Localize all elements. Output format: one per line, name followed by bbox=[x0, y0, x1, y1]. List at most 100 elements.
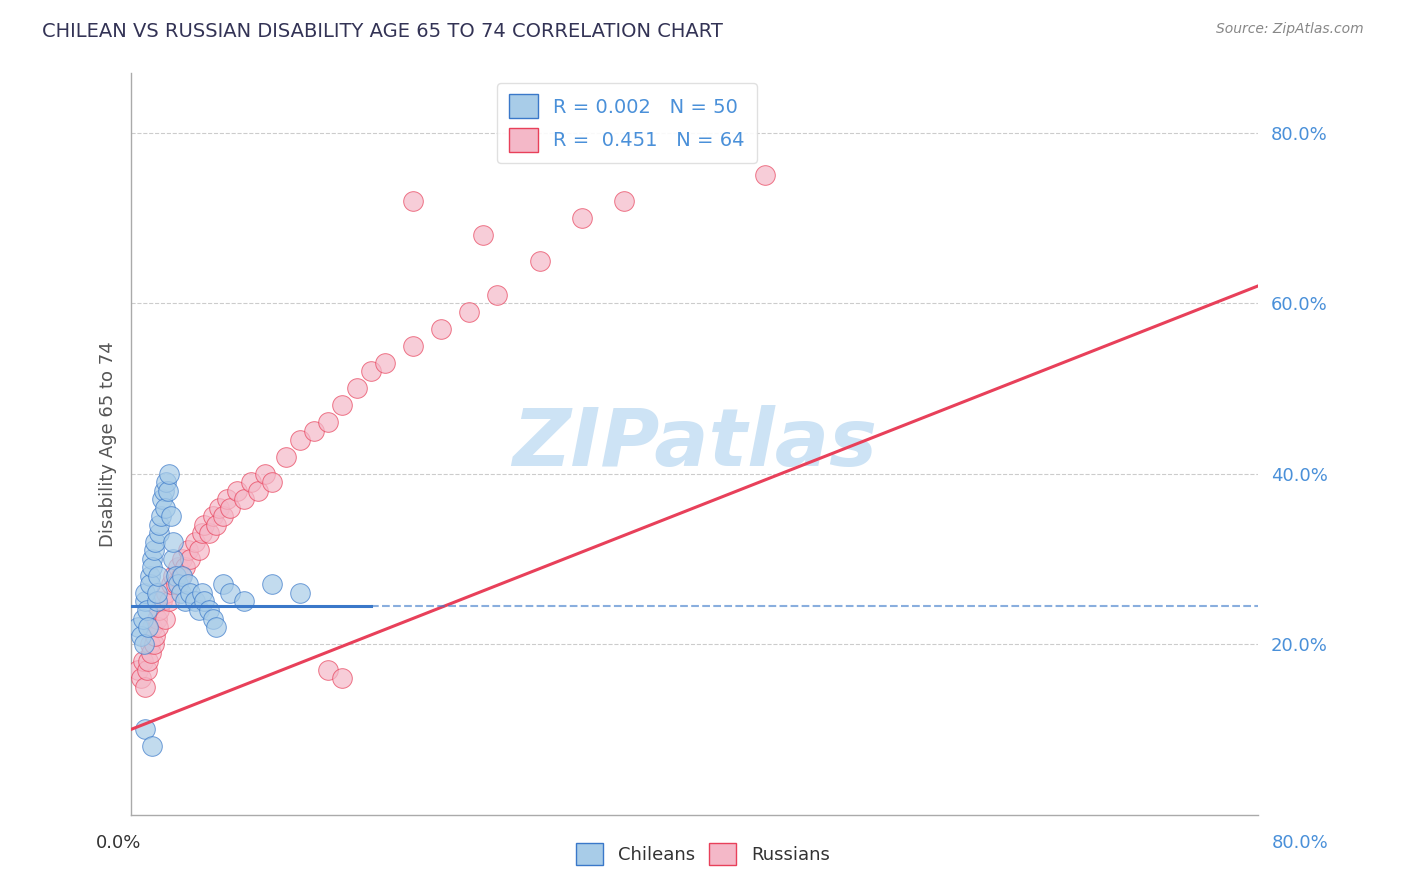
Point bbox=[146, 569, 169, 583]
Point bbox=[153, 611, 176, 625]
Point bbox=[187, 543, 209, 558]
Point bbox=[135, 663, 157, 677]
Point bbox=[165, 569, 187, 583]
Point bbox=[290, 586, 312, 600]
Point bbox=[190, 586, 212, 600]
Point bbox=[143, 629, 166, 643]
Point bbox=[211, 577, 233, 591]
Legend: Chileans, Russians: Chileans, Russians bbox=[569, 836, 837, 872]
Point bbox=[246, 483, 269, 498]
Point bbox=[218, 500, 240, 515]
Point bbox=[157, 594, 180, 608]
Point bbox=[142, 637, 165, 651]
Point bbox=[173, 560, 195, 574]
Point bbox=[260, 475, 283, 490]
Point bbox=[276, 450, 298, 464]
Point bbox=[207, 500, 229, 515]
Point bbox=[166, 577, 188, 591]
Point bbox=[155, 586, 177, 600]
Text: 80.0%: 80.0% bbox=[1272, 834, 1329, 852]
Point bbox=[458, 304, 481, 318]
Point bbox=[290, 433, 312, 447]
Point bbox=[374, 356, 396, 370]
Point bbox=[165, 577, 187, 591]
Point bbox=[141, 560, 163, 574]
Point bbox=[193, 594, 215, 608]
Point bbox=[304, 424, 326, 438]
Point bbox=[486, 287, 509, 301]
Point bbox=[318, 416, 340, 430]
Point bbox=[197, 603, 219, 617]
Point bbox=[187, 603, 209, 617]
Point bbox=[239, 475, 262, 490]
Point bbox=[152, 483, 174, 498]
Point bbox=[176, 543, 198, 558]
Point bbox=[170, 569, 193, 583]
Point bbox=[162, 569, 184, 583]
Point bbox=[253, 467, 276, 481]
Point bbox=[170, 552, 193, 566]
Point bbox=[153, 500, 176, 515]
Point bbox=[134, 723, 156, 737]
Point bbox=[179, 552, 201, 566]
Point bbox=[159, 577, 181, 591]
Point bbox=[162, 534, 184, 549]
Point bbox=[150, 594, 173, 608]
Point bbox=[225, 483, 247, 498]
Point bbox=[332, 671, 354, 685]
Point bbox=[150, 492, 173, 507]
Point bbox=[346, 381, 368, 395]
Point bbox=[146, 620, 169, 634]
Point bbox=[127, 620, 149, 634]
Point bbox=[169, 586, 191, 600]
Text: CHILEAN VS RUSSIAN DISABILITY AGE 65 TO 74 CORRELATION CHART: CHILEAN VS RUSSIAN DISABILITY AGE 65 TO … bbox=[42, 22, 723, 41]
Point bbox=[162, 552, 184, 566]
Point bbox=[169, 569, 191, 583]
Y-axis label: Disability Age 65 to 74: Disability Age 65 to 74 bbox=[100, 341, 117, 547]
Point bbox=[173, 594, 195, 608]
Point bbox=[149, 509, 172, 524]
Point bbox=[260, 577, 283, 591]
Point bbox=[211, 509, 233, 524]
Point bbox=[204, 620, 226, 634]
Point bbox=[402, 339, 425, 353]
Point bbox=[232, 594, 254, 608]
Text: 0.0%: 0.0% bbox=[96, 834, 141, 852]
Point bbox=[138, 637, 160, 651]
Point bbox=[183, 594, 205, 608]
Point bbox=[218, 586, 240, 600]
Point bbox=[141, 739, 163, 754]
Point bbox=[529, 253, 551, 268]
Point bbox=[136, 654, 159, 668]
Point bbox=[754, 168, 776, 182]
Point bbox=[136, 620, 159, 634]
Text: ZIPatlas: ZIPatlas bbox=[512, 405, 877, 483]
Text: Source: ZipAtlas.com: Source: ZipAtlas.com bbox=[1216, 22, 1364, 37]
Point bbox=[215, 492, 238, 507]
Point bbox=[127, 663, 149, 677]
Point bbox=[145, 586, 167, 600]
Point bbox=[613, 194, 636, 208]
Point bbox=[138, 569, 160, 583]
Point bbox=[571, 211, 593, 225]
Point bbox=[183, 534, 205, 549]
Point bbox=[141, 552, 163, 566]
Point bbox=[148, 517, 170, 532]
Point bbox=[193, 517, 215, 532]
Point bbox=[143, 534, 166, 549]
Point bbox=[141, 620, 163, 634]
Point bbox=[232, 492, 254, 507]
Point bbox=[430, 321, 453, 335]
Point bbox=[156, 483, 179, 498]
Point bbox=[204, 517, 226, 532]
Point bbox=[142, 543, 165, 558]
Point bbox=[190, 526, 212, 541]
Point bbox=[148, 603, 170, 617]
Point bbox=[201, 611, 224, 625]
Point bbox=[472, 227, 495, 242]
Point bbox=[179, 586, 201, 600]
Point bbox=[318, 663, 340, 677]
Point bbox=[166, 560, 188, 574]
Point bbox=[360, 364, 382, 378]
Point bbox=[145, 611, 167, 625]
